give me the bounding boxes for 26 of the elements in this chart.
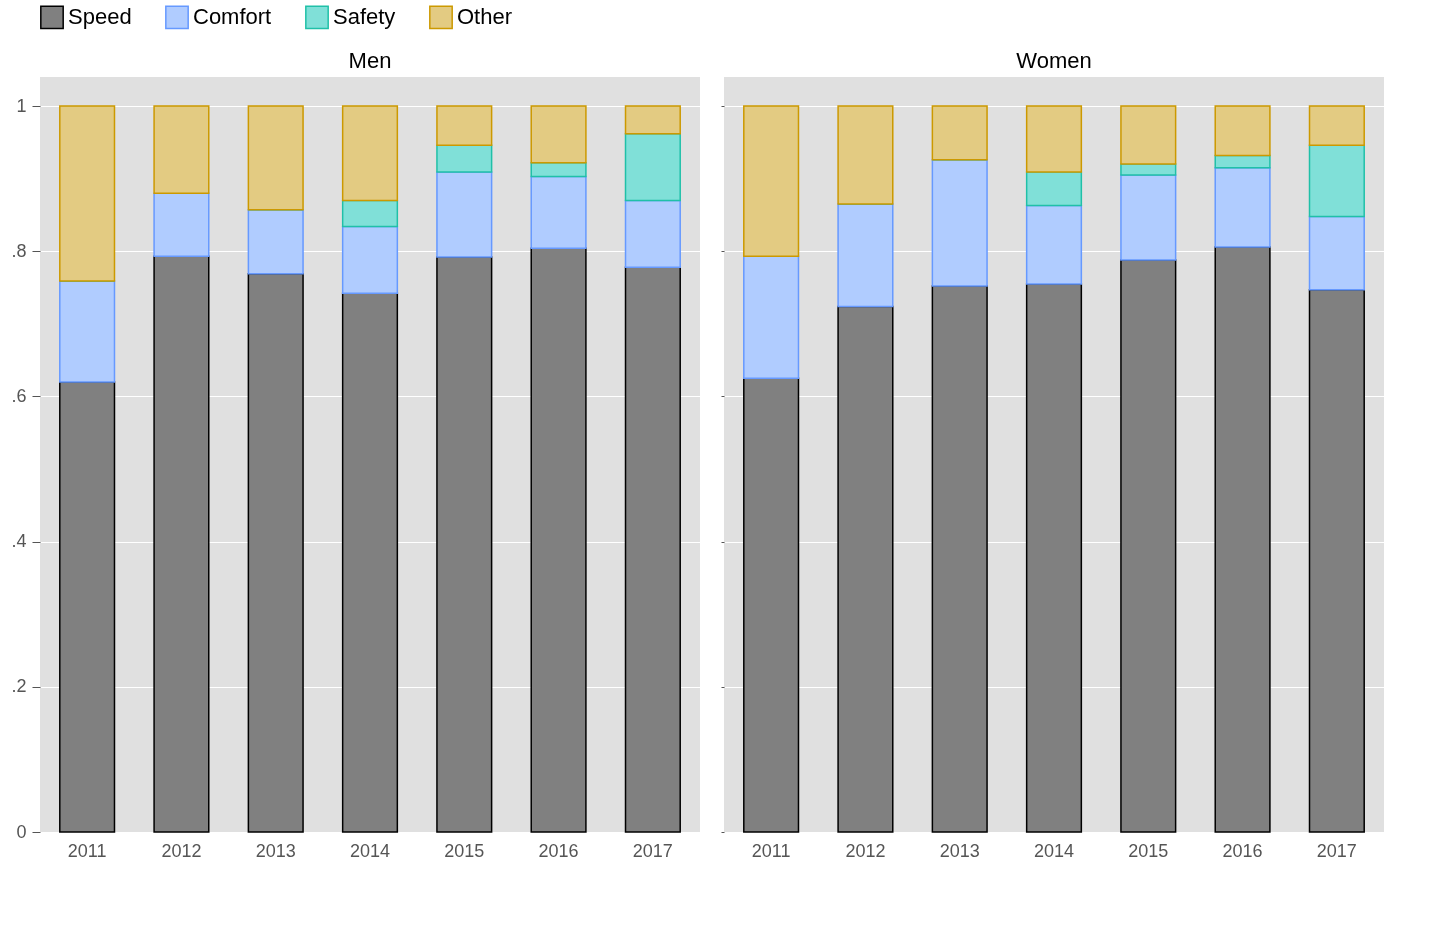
legend-label: Speed — [68, 4, 132, 30]
legend-label: Other — [457, 4, 513, 30]
chart-title: Men — [348, 48, 392, 73]
x-tick-label: 2011 — [67, 840, 107, 861]
x-tick-label: 2014 — [1033, 840, 1075, 861]
x-tick-label: 2013 — [255, 840, 296, 861]
x-tick-label: 2015 — [1128, 840, 1169, 861]
x-tick-label: 2017 — [632, 840, 673, 861]
chart-title: Women — [1016, 48, 1092, 73]
x-tick-label: 2012 — [845, 840, 886, 861]
legend-label: Safety — [333, 4, 396, 30]
y-tick-label: 1 — [16, 95, 27, 116]
x-tick-label: 2011 — [751, 840, 791, 861]
x-tick-label: 2015 — [444, 840, 485, 861]
x-tick-label: 2016 — [538, 840, 579, 861]
x-tick-label: 2012 — [161, 840, 202, 861]
y-tick-label: .8 — [11, 240, 27, 261]
x-tick-label: 2013 — [939, 840, 980, 861]
y-tick-label: .6 — [11, 385, 27, 406]
x-tick-label: 2016 — [1222, 840, 1263, 861]
y-tick-label: .4 — [11, 531, 27, 552]
y-tick-label: 0 — [16, 821, 27, 842]
x-tick-label: 2014 — [349, 840, 391, 861]
legend-label: Comfort — [193, 4, 272, 30]
x-tick-label: 2017 — [1316, 840, 1357, 861]
y-tick-label: .2 — [11, 676, 27, 697]
